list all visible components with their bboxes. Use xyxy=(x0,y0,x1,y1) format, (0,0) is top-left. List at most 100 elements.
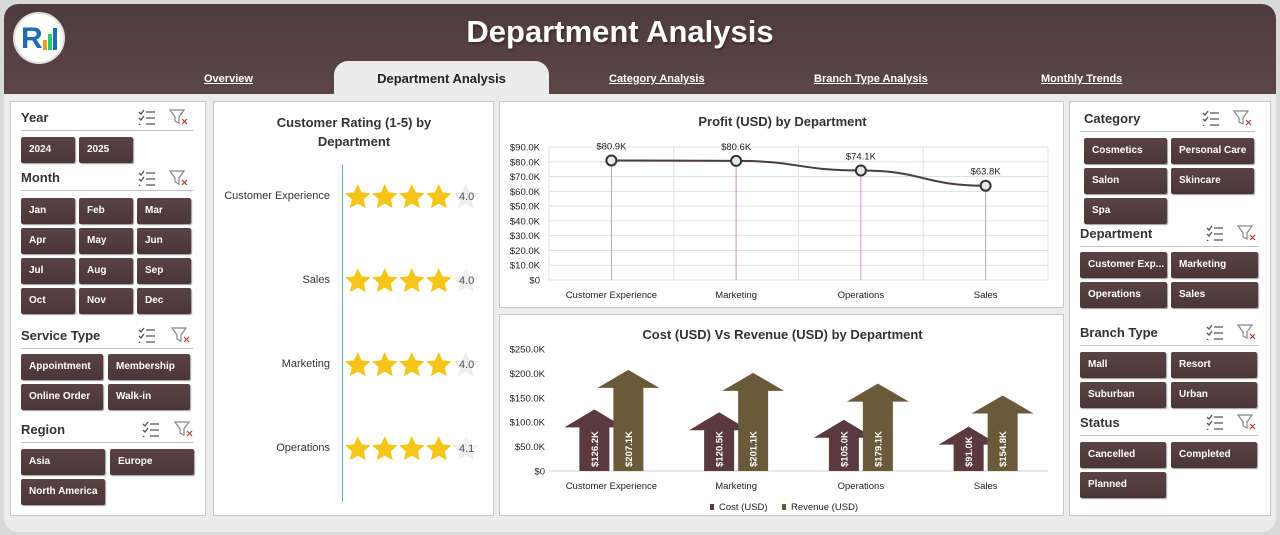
page-title: Department Analysis xyxy=(466,14,774,49)
tab-category-analysis[interactable]: Category Analysis xyxy=(609,73,705,85)
clear-filter-icon[interactable] xyxy=(168,170,188,186)
rating-axis-line xyxy=(342,165,343,502)
category-spa-button[interactable]: Spa xyxy=(1084,198,1167,224)
multi-select-icon[interactable] xyxy=(1206,225,1224,243)
region-asia-button[interactable]: Asia xyxy=(21,449,105,475)
multi-select-icon[interactable] xyxy=(1206,324,1224,342)
multi-select-icon[interactable] xyxy=(1206,414,1224,432)
svg-text:R: R xyxy=(21,22,43,55)
x-category-label: Operations xyxy=(838,481,885,492)
y-tick-label: $150.0K xyxy=(510,393,546,404)
month-button[interactable]: Jul xyxy=(21,258,75,284)
rating-star-mark xyxy=(372,352,398,377)
cost-data-label: $105.0K xyxy=(839,431,850,467)
multi-select-icon[interactable] xyxy=(138,170,156,188)
department-customer-exp-button[interactable]: Customer Exp... xyxy=(1080,252,1167,278)
cost-arrow-bar xyxy=(813,419,874,471)
category-personal-care-button[interactable]: Personal Care xyxy=(1171,138,1254,164)
month-button[interactable]: May xyxy=(79,228,133,254)
month-button[interactable]: Nov xyxy=(79,288,133,314)
right-slicer-panel: Category Cosmetics Personal Care Salon S… xyxy=(1069,101,1271,516)
category-skincare-button[interactable]: Skincare xyxy=(1171,168,1254,194)
rating-star-mark xyxy=(399,436,425,461)
y-tick-label: $250.0K xyxy=(510,345,546,356)
multi-select-icon[interactable] xyxy=(138,327,156,345)
status-planned-button[interactable]: Planned xyxy=(1080,472,1166,498)
x-category-label: Operations xyxy=(838,290,885,301)
rating-star-mark xyxy=(399,268,425,293)
clear-filter-icon[interactable] xyxy=(170,327,190,343)
multi-select-icon[interactable] xyxy=(1202,110,1220,128)
revenue-data-label: $201.1K xyxy=(749,431,760,467)
status-completed-button[interactable]: Completed xyxy=(1171,442,1257,468)
profit-point xyxy=(979,179,992,192)
year-2024-button[interactable]: 2024 xyxy=(21,137,75,163)
rating-stars xyxy=(345,352,478,377)
profit-chart-title: Profit (USD) by Department xyxy=(698,114,867,129)
clear-filter-icon[interactable] xyxy=(1232,110,1252,126)
legend-entry: Cost (USD) xyxy=(719,502,768,513)
multi-select-icon[interactable] xyxy=(142,421,160,439)
month-button[interactable]: Feb xyxy=(79,198,133,224)
service-appointment-button[interactable]: Appointment xyxy=(21,354,103,380)
rating-star-mark xyxy=(345,436,371,461)
branch-resort-button[interactable]: Resort xyxy=(1171,352,1257,378)
rating-star-mark xyxy=(372,436,398,461)
rating-star-mark xyxy=(372,184,398,209)
profit-point xyxy=(730,154,743,167)
tab-overview[interactable]: Overview xyxy=(204,73,253,85)
tab-department-analysis[interactable]: Department Analysis xyxy=(334,61,549,95)
rating-value-label: 4.1 xyxy=(459,443,475,455)
month-button[interactable]: Aug xyxy=(79,258,133,284)
category-cosmetics-button[interactable]: Cosmetics xyxy=(1084,138,1167,164)
clear-filter-icon[interactable] xyxy=(168,109,188,125)
department-sales-button[interactable]: Sales xyxy=(1171,282,1258,308)
rating-stars xyxy=(345,184,478,209)
y-tick-label: $60.0K xyxy=(510,187,541,198)
multi-select-icon[interactable] xyxy=(138,109,156,127)
rating-category-label: Marketing xyxy=(281,358,330,370)
month-button[interactable]: Apr xyxy=(21,228,75,254)
category-salon-button[interactable]: Salon xyxy=(1084,168,1167,194)
month-button[interactable]: Dec xyxy=(137,288,191,314)
profit-data-label: $80.9K xyxy=(596,141,627,152)
status-cancelled-button[interactable]: Cancelled xyxy=(1080,442,1166,468)
clear-filter-icon[interactable] xyxy=(1236,225,1256,241)
department-operations-button[interactable]: Operations xyxy=(1080,282,1167,308)
y-tick-label: $50.0K xyxy=(510,202,541,213)
branch-urban-button[interactable]: Urban xyxy=(1171,382,1257,408)
branch-mall-button[interactable]: Mall xyxy=(1080,352,1166,378)
clear-filter-icon[interactable] xyxy=(173,421,193,437)
month-button[interactable]: Jun xyxy=(137,228,191,254)
tab-monthly-trends[interactable]: Monthly Trends xyxy=(1041,73,1123,85)
month-button[interactable]: Oct xyxy=(21,288,75,314)
month-button[interactable]: Mar xyxy=(137,198,191,224)
clear-filter-icon[interactable] xyxy=(1236,414,1256,430)
month-button[interactable]: Jan xyxy=(21,198,75,224)
profit-data-label: $80.6K xyxy=(721,142,752,153)
rating-star-mark xyxy=(426,352,452,377)
region-europe-button[interactable]: Europe xyxy=(110,449,194,475)
x-category-label: Customer Experience xyxy=(566,290,657,301)
rating-star-mark xyxy=(399,184,425,209)
rating-stars xyxy=(345,268,478,293)
branch-suburban-button[interactable]: Suburban xyxy=(1080,382,1166,408)
header-bar: R Department Analysis Overview Departmen… xyxy=(4,4,1276,95)
department-marketing-button[interactable]: Marketing xyxy=(1171,252,1258,278)
x-category-label: Marketing xyxy=(715,481,757,492)
service-membership-button[interactable]: Membership xyxy=(108,354,190,380)
y-tick-label: $50.0K xyxy=(515,442,546,453)
tab-branch-type-analysis[interactable]: Branch Type Analysis xyxy=(814,73,928,85)
revenue-data-label: $154.8K xyxy=(998,431,1009,467)
x-category-label: Sales xyxy=(974,481,998,492)
clear-filter-icon[interactable] xyxy=(1236,324,1256,340)
region-north-america-button[interactable]: North America xyxy=(21,479,105,505)
legend-entry: Revenue (USD) xyxy=(791,502,858,513)
revenue-arrow-bar xyxy=(846,383,909,471)
month-slicer-title: Month xyxy=(21,170,60,185)
month-button[interactable]: Sep xyxy=(137,258,191,284)
service-walk-in-button[interactable]: Walk-in xyxy=(108,384,190,410)
y-tick-label: $40.0K xyxy=(510,216,541,227)
service-online-order-button[interactable]: Online Order xyxy=(21,384,103,410)
year-2025-button[interactable]: 2025 xyxy=(79,137,133,163)
